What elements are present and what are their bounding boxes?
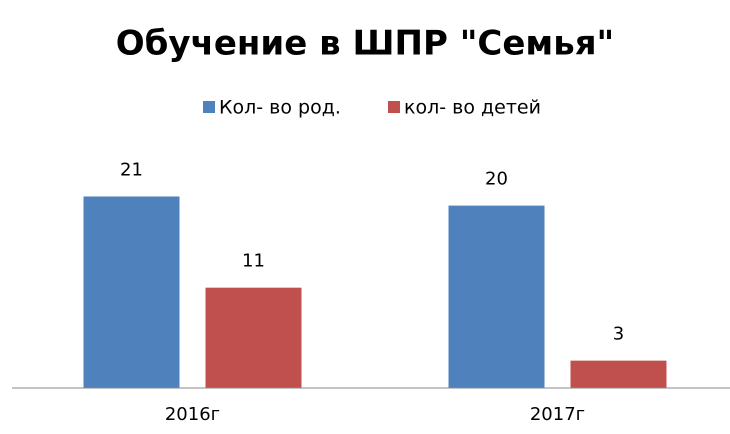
data-label: 21 [120, 159, 143, 180]
data-label: 3 [613, 324, 624, 345]
data-label: 20 [485, 169, 508, 190]
x-tick-label: 2016г [165, 404, 220, 425]
bar [570, 360, 667, 388]
x-tick-label: 2017г [530, 404, 585, 425]
legend-label: кол- во детей [404, 97, 541, 119]
data-label: 11 [242, 251, 265, 272]
legend-swatch [203, 101, 215, 113]
bar [205, 287, 302, 388]
chart-title: Обучение в ШПР "Семья" [116, 24, 615, 64]
bar [83, 196, 180, 388]
legend-swatch [388, 101, 400, 113]
legend-label: Кол- во род. [219, 97, 341, 119]
bar [448, 205, 545, 388]
